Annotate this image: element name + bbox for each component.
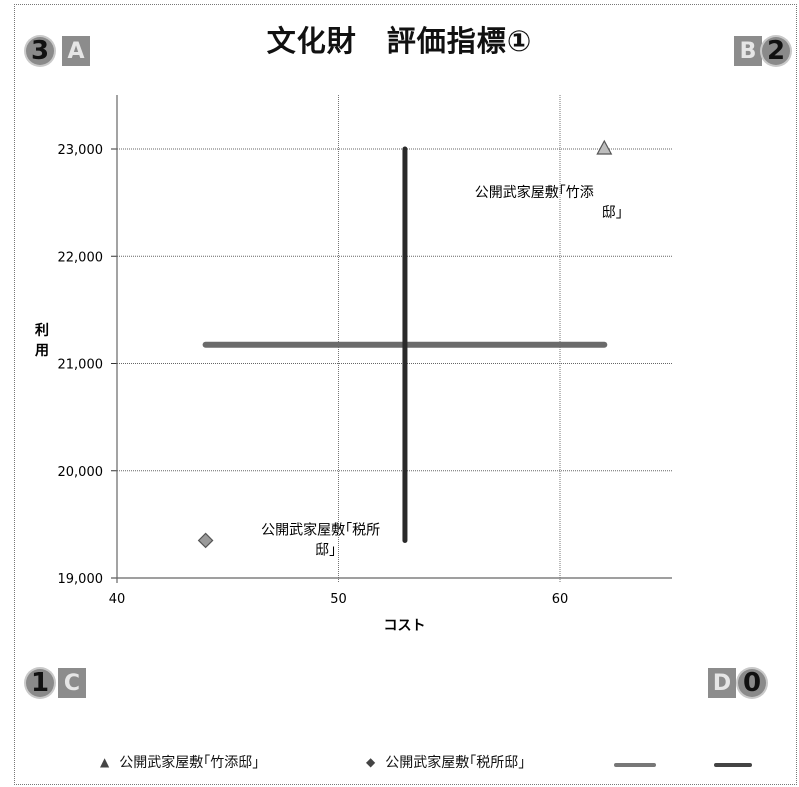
data-label-saisho: 邸｣ <box>315 542 336 558</box>
quadrant-letter: A <box>62 36 90 66</box>
legend-label: 公開武家屋敷｢竹添邸｣ <box>119 755 260 771</box>
quadrant-letter: C <box>58 668 86 698</box>
y-axis-label: 利 <box>35 322 49 339</box>
data-point-saisho <box>197 532 214 549</box>
quadrant-letter: D <box>708 668 736 698</box>
legend-line-horizontal <box>614 763 656 767</box>
legend-label: 公開武家屋敷｢税所邸｣ <box>385 755 526 771</box>
quadrant-number: 2 <box>762 36 790 66</box>
data-label-takezoe: 公開武家屋敷｢竹添 <box>475 184 594 201</box>
x-tick-label: 60 <box>552 592 569 607</box>
data-label-saisho: 公開武家屋敷｢税所 <box>261 521 380 538</box>
quadrant-label-bottom-right: D 0 <box>708 668 766 698</box>
data-point-takezoe <box>596 139 613 155</box>
y-tick-label: 21,000 <box>58 358 104 373</box>
legend: ▲ 公開武家屋敷｢竹添邸｣ ◆ 公開武家屋敷｢税所邸｣ <box>0 752 799 776</box>
quadrant-number: 1 <box>26 668 54 698</box>
y-axis-label: 用 <box>35 343 49 359</box>
quadrant-label-top-left: 3 A <box>26 36 90 66</box>
chart-title: 文化財 評価指標① <box>266 24 533 58</box>
y-tick-label: 19,000 <box>58 572 104 587</box>
quadrant-number: 3 <box>26 36 54 66</box>
legend-item-takezoe: ▲ 公開武家屋敷｢竹添邸｣ <box>100 752 259 772</box>
diamond-icon: ◆ <box>366 755 376 769</box>
triangle-icon: ▲ <box>100 755 110 769</box>
data-label-takezoe: 邸｣ <box>602 205 623 221</box>
y-tick-label: 20,000 <box>58 465 104 480</box>
x-axis-label: コスト <box>384 618 426 634</box>
quadrant-number: 0 <box>738 668 766 698</box>
x-tick-label: 40 <box>109 592 126 607</box>
y-tick-label: 22,000 <box>58 250 104 265</box>
chart-frame <box>14 4 797 785</box>
quadrant-label-top-right: B 2 <box>734 36 790 66</box>
quadrant-letter: B <box>734 36 762 66</box>
x-tick-label: 50 <box>330 592 347 607</box>
legend-line-vertical <box>714 763 752 767</box>
legend-item-saisho: ◆ 公開武家屋敷｢税所邸｣ <box>366 752 525 772</box>
y-tick-label: 23,000 <box>58 143 104 158</box>
quadrant-label-bottom-left: 1 C <box>26 668 86 698</box>
